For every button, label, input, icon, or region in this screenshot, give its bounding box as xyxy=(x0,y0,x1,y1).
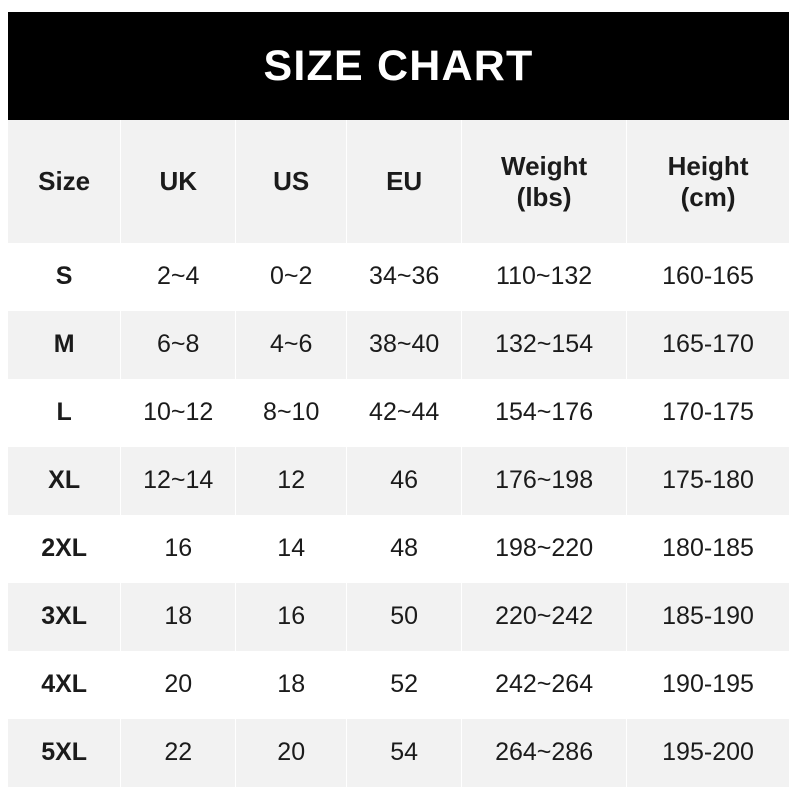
cell-weight: 110~132 xyxy=(461,243,628,311)
cell-height: 185-190 xyxy=(662,602,754,631)
cell-height: 180-185 xyxy=(662,534,754,563)
cell-us: 12 xyxy=(235,447,348,515)
cell-us: 4~6 xyxy=(235,311,348,379)
cell-us: 8~10 xyxy=(235,379,348,447)
cell-eu: 52 xyxy=(346,651,463,719)
cell-height: 175-180 xyxy=(662,466,754,495)
cell-uk: 2~4 xyxy=(120,243,237,311)
cell-size: 5XL xyxy=(8,719,122,787)
cell-size: L xyxy=(8,379,122,447)
cell-uk: 20 xyxy=(120,651,237,719)
cell-height: 160-165 xyxy=(662,262,754,291)
column-header-us: US xyxy=(235,120,348,243)
column-header-weight: Weight (lbs) xyxy=(461,120,628,243)
cell-size: 2XL xyxy=(8,515,122,583)
column-header-label: Height xyxy=(667,150,749,181)
cell-weight: 242~264 xyxy=(461,651,628,719)
column-header-label: US xyxy=(273,166,310,197)
cell-weight: 220~242 xyxy=(461,583,628,651)
column-header-label: Size xyxy=(38,166,91,197)
cell-us: 14 xyxy=(235,515,348,583)
column-header-unit: (lbs) xyxy=(516,181,572,212)
cell-weight: 176~198 xyxy=(461,447,628,515)
cell-eu: 42~44 xyxy=(346,379,463,447)
column-header-size: Size xyxy=(8,120,122,243)
size-chart-table: Size UK US EU Weight (lbs) Height (cm) S 2~4 0~2 3… xyxy=(8,120,789,787)
table-row: 2XL 16 14 48 198~220 180-185 xyxy=(8,515,789,583)
page-title: SIZE CHART xyxy=(263,41,534,90)
column-header-uk: UK xyxy=(120,120,237,243)
cell-eu: 38~40 xyxy=(346,311,463,379)
column-header-eu: EU xyxy=(346,120,463,243)
cell-size: 3XL xyxy=(8,583,122,651)
table-header-row: Size UK US EU Weight (lbs) Height (cm) xyxy=(8,120,789,243)
cell-weight: 154~176 xyxy=(461,379,628,447)
table-row: M 6~8 4~6 38~40 132~154 165-170 xyxy=(8,311,789,379)
cell-eu: 50 xyxy=(346,583,463,651)
table-row: XL 12~14 12 46 176~198 175-180 xyxy=(8,447,789,515)
cell-eu: 46 xyxy=(346,447,463,515)
cell-us: 0~2 xyxy=(235,243,348,311)
cell-weight: 198~220 xyxy=(461,515,628,583)
table-row: S 2~4 0~2 34~36 110~132 160-165 xyxy=(8,243,789,311)
cell-weight: 132~154 xyxy=(461,311,628,379)
cell-uk: 12~14 xyxy=(120,447,237,515)
cell-uk: 22 xyxy=(120,719,237,787)
column-header-unit: (cm) xyxy=(680,181,736,212)
cell-size: 4XL xyxy=(8,651,122,719)
cell-height: 195-200 xyxy=(662,738,754,767)
cell-height: 190-195 xyxy=(662,670,754,699)
cell-size: S xyxy=(8,243,122,311)
cell-uk: 6~8 xyxy=(120,311,237,379)
table-row: 3XL 18 16 50 220~242 185-190 xyxy=(8,583,789,651)
column-header-label: UK xyxy=(159,166,198,197)
title-banner: SIZE CHART xyxy=(8,12,789,120)
table-header: Size UK US EU Weight (lbs) Height (cm) xyxy=(8,120,789,243)
cell-us: 18 xyxy=(235,651,348,719)
table-row: 5XL 22 20 54 264~286 195-200 xyxy=(8,719,789,787)
cell-us: 16 xyxy=(235,583,348,651)
column-header-label: EU xyxy=(386,166,423,197)
column-header-label: Weight xyxy=(501,150,588,181)
cell-uk: 16 xyxy=(120,515,237,583)
table-row: L 10~12 8~10 42~44 154~176 170-175 xyxy=(8,379,789,447)
cell-size: XL xyxy=(8,447,122,515)
cell-eu: 48 xyxy=(346,515,463,583)
cell-weight: 264~286 xyxy=(461,719,628,787)
column-header-height: Height (cm) xyxy=(627,120,789,243)
cell-eu: 54 xyxy=(346,719,463,787)
cell-eu: 34~36 xyxy=(346,243,463,311)
cell-uk: 18 xyxy=(120,583,237,651)
cell-height: 165-170 xyxy=(662,330,754,359)
table-body: S 2~4 0~2 34~36 110~132 160-165 M 6~8 4~6 38~40 13… xyxy=(8,243,789,787)
cell-us: 20 xyxy=(235,719,348,787)
cell-height: 170-175 xyxy=(662,398,754,427)
cell-size: M xyxy=(8,311,122,379)
cell-uk: 10~12 xyxy=(120,379,237,447)
table-row: 4XL 20 18 52 242~264 190-195 xyxy=(8,651,789,719)
